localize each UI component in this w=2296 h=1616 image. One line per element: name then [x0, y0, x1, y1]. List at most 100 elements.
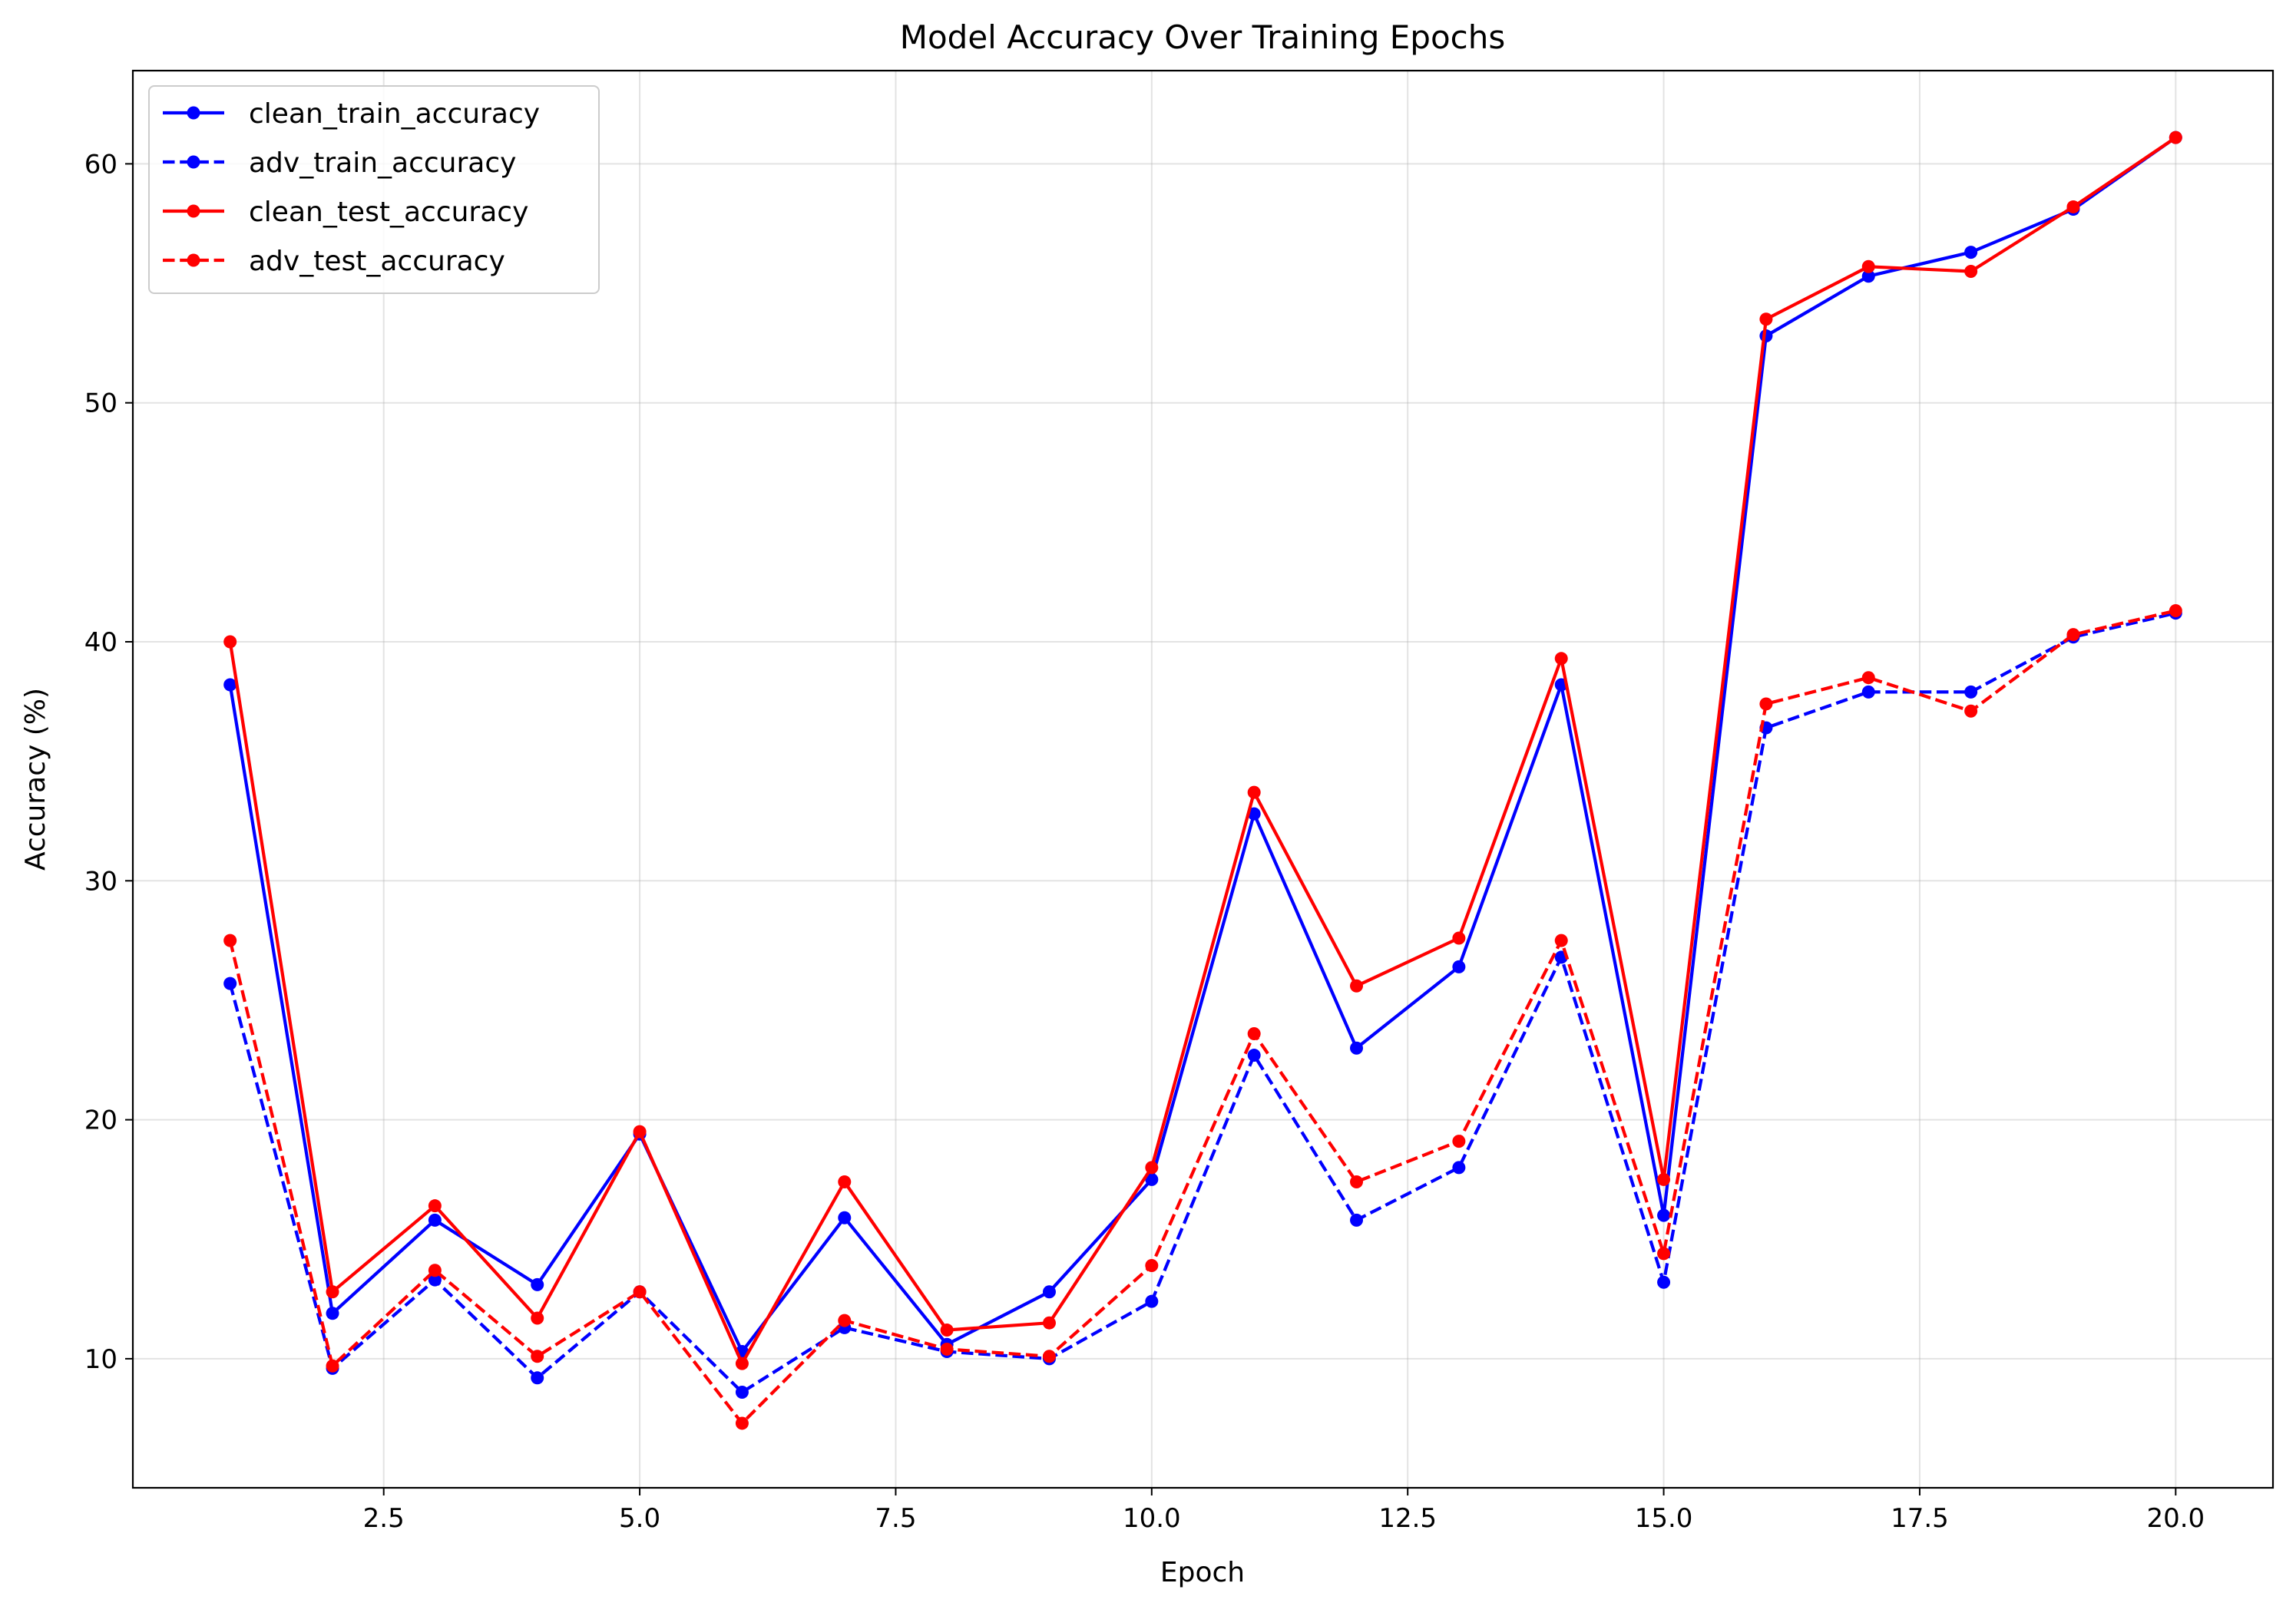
data-point-clean-test-accuracy: [1657, 1172, 1671, 1186]
data-point-clean-train-accuracy: [1042, 1285, 1056, 1299]
data-point-clean-train-accuracy: [1964, 246, 1978, 259]
data-point-adv-train-accuracy: [1247, 1049, 1261, 1062]
data-point-clean-test-accuracy: [1861, 259, 1875, 273]
y-tick-label: 50: [84, 388, 117, 419]
x-tick-label: 20.0: [2146, 1503, 2205, 1534]
data-point-adv-test-accuracy: [1350, 1175, 1364, 1189]
x-axis-label: Epoch: [1160, 1557, 1245, 1588]
data-point-clean-test-accuracy: [633, 1125, 647, 1138]
data-point-adv-test-accuracy: [326, 1359, 339, 1373]
chart-title: Model Accuracy Over Training Epochs: [900, 18, 1505, 56]
legend-item-adv-train: adv_train_accuracy: [163, 147, 516, 179]
data-point-clean-train-accuracy: [326, 1307, 339, 1320]
data-point-clean-test-accuracy: [1042, 1316, 1056, 1330]
data-point-clean-train-accuracy: [1452, 960, 1466, 973]
series-line-clean-test-accuracy: [228, 136, 2177, 1366]
data-point-clean-test-accuracy: [838, 1175, 852, 1189]
y-tick-label: 60: [84, 149, 117, 180]
data-point-adv-test-accuracy: [1554, 934, 1568, 947]
data-point-clean-test-accuracy: [940, 1324, 954, 1337]
data-point-clean-test-accuracy: [428, 1199, 442, 1213]
data-point-adv-train-accuracy: [1145, 1294, 1159, 1308]
x-tick-label: 5.0: [619, 1503, 660, 1534]
data-point-clean-test-accuracy: [531, 1311, 544, 1325]
data-point-adv-test-accuracy: [1861, 671, 1875, 685]
data-point-clean-test-accuracy: [1145, 1161, 1159, 1175]
legend-item-clean-test: clean_test_accuracy: [163, 197, 528, 228]
legend-item-adv-test: adv_test_accuracy: [163, 246, 505, 277]
series-layer: [223, 131, 2182, 1430]
y-axis-label: Accuracy (%): [20, 688, 51, 871]
data-point-adv-test-accuracy: [2066, 628, 2080, 642]
x-tick-label: 12.5: [1378, 1503, 1437, 1534]
data-point-adv-test-accuracy: [1657, 1247, 1671, 1261]
data-point-adv-test-accuracy: [1042, 1350, 1056, 1363]
data-point-clean-train-accuracy: [531, 1277, 544, 1291]
data-point-clean-test-accuracy: [1350, 979, 1364, 993]
data-point-adv-train-accuracy: [223, 977, 237, 990]
data-point-adv-test-accuracy: [1247, 1027, 1261, 1041]
data-point-clean-train-accuracy: [1861, 269, 1875, 283]
data-point-adv-train-accuracy: [428, 1273, 442, 1287]
plot-frame: [131, 69, 2274, 1489]
data-point-adv-test-accuracy: [531, 1350, 544, 1363]
data-point-adv-test-accuracy: [1964, 704, 1978, 718]
x-tick-label: 15.0: [1635, 1503, 1693, 1534]
data-point-adv-train-accuracy: [1452, 1161, 1466, 1175]
x-tick-label: 10.0: [1123, 1503, 1181, 1534]
data-point-adv-train-accuracy: [1350, 1213, 1364, 1227]
x-axis: 2.5 5.0 7.5 10.0 12.5 15.0 17.5 20.0: [363, 1488, 2205, 1534]
data-point-clean-test-accuracy: [2169, 131, 2182, 144]
legend-label: clean_train_accuracy: [249, 98, 540, 130]
legend-marker: [187, 253, 200, 267]
data-point-clean-test-accuracy: [735, 1357, 749, 1370]
legend-marker: [187, 204, 200, 218]
legend-box: [148, 85, 600, 294]
legend: clean_train_accuracy adv_train_accuracy …: [148, 85, 600, 294]
grid: [133, 71, 2273, 1488]
data-point-clean-test-accuracy: [1964, 264, 1978, 278]
y-tick-label: 10: [84, 1344, 117, 1375]
data-point-clean-test-accuracy: [326, 1285, 339, 1299]
legend-label: adv_train_accuracy: [249, 147, 516, 179]
data-point-clean-test-accuracy: [223, 635, 237, 649]
data-point-adv-train-accuracy: [1964, 685, 1978, 699]
data-point-clean-train-accuracy: [1247, 807, 1261, 821]
data-point-clean-train-accuracy: [1657, 1208, 1671, 1222]
series-adv-test-accuracy: [223, 604, 2182, 1430]
y-tick-label: 40: [84, 627, 117, 658]
data-point-clean-train-accuracy: [1145, 1172, 1159, 1186]
data-point-adv-test-accuracy: [2169, 604, 2182, 618]
data-point-adv-test-accuracy: [838, 1314, 852, 1327]
data-point-adv-test-accuracy: [1145, 1258, 1159, 1272]
data-point-clean-test-accuracy: [1247, 785, 1261, 799]
data-point-adv-train-accuracy: [735, 1385, 749, 1399]
data-point-adv-train-accuracy: [1861, 685, 1875, 699]
data-point-clean-test-accuracy: [1759, 312, 1773, 326]
y-axis: 10 20 30 40 50 60: [84, 149, 133, 1375]
legend-marker: [187, 155, 200, 169]
data-point-adv-train-accuracy: [1657, 1275, 1671, 1289]
y-tick-label: 30: [84, 866, 117, 897]
data-point-clean-train-accuracy: [838, 1211, 852, 1224]
data-point-clean-test-accuracy: [2066, 200, 2080, 213]
x-tick-label: 17.5: [1891, 1503, 1949, 1534]
data-point-adv-test-accuracy: [223, 934, 237, 947]
data-point-adv-train-accuracy: [531, 1371, 544, 1385]
legend-label: clean_test_accuracy: [249, 197, 528, 228]
legend-item-clean-train: clean_train_accuracy: [163, 98, 540, 130]
y-tick-label: 20: [84, 1105, 117, 1136]
data-point-adv-test-accuracy: [1759, 697, 1773, 711]
x-tick-label: 7.5: [875, 1503, 916, 1534]
legend-label: adv_test_accuracy: [249, 246, 505, 277]
data-point-clean-train-accuracy: [428, 1213, 442, 1227]
series-clean-test-accuracy: [223, 131, 2182, 1370]
x-tick-label: 2.5: [363, 1503, 405, 1534]
data-point-clean-test-accuracy: [1452, 931, 1466, 945]
data-point-clean-test-accuracy: [1554, 652, 1568, 666]
series-line-clean-train-accuracy: [228, 136, 2177, 1353]
data-point-adv-test-accuracy: [428, 1264, 442, 1277]
data-point-adv-test-accuracy: [940, 1342, 954, 1356]
